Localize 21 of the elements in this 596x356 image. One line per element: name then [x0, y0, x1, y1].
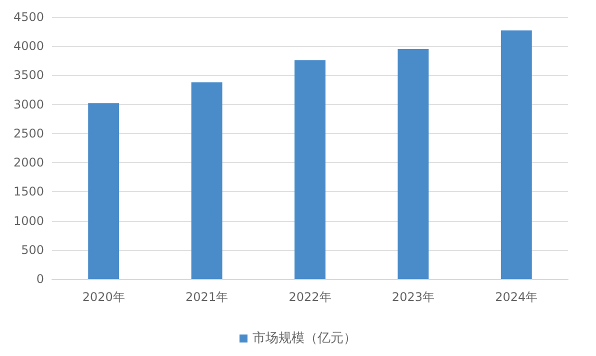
y-tick-label: 2000: [13, 156, 44, 170]
y-tick-label: 1000: [13, 214, 44, 228]
y-tick-label: 4000: [13, 39, 44, 54]
legend-label: 市场规模（亿元）: [252, 331, 356, 346]
y-tick-label: 2500: [13, 126, 44, 140]
x-tick-label: 2022年: [288, 290, 332, 304]
bar: [294, 60, 326, 279]
x-tick-label: 2023年: [392, 290, 434, 304]
y-tick-label: 1500: [13, 184, 44, 199]
y-tick-label: 500: [21, 242, 44, 257]
y-tick-label: 3000: [13, 97, 44, 112]
bar: [500, 30, 532, 279]
y-tick-label: 4500: [13, 10, 44, 24]
bar: [398, 49, 429, 279]
x-tick-label: 2021年: [186, 290, 228, 304]
bar: [191, 82, 222, 279]
x-tick-label: 2024年: [495, 290, 538, 304]
bar: [88, 103, 120, 279]
x-tick-label: 2020年: [82, 290, 125, 304]
y-tick-label: 0: [36, 272, 44, 286]
y-tick-label: 3500: [13, 68, 44, 82]
